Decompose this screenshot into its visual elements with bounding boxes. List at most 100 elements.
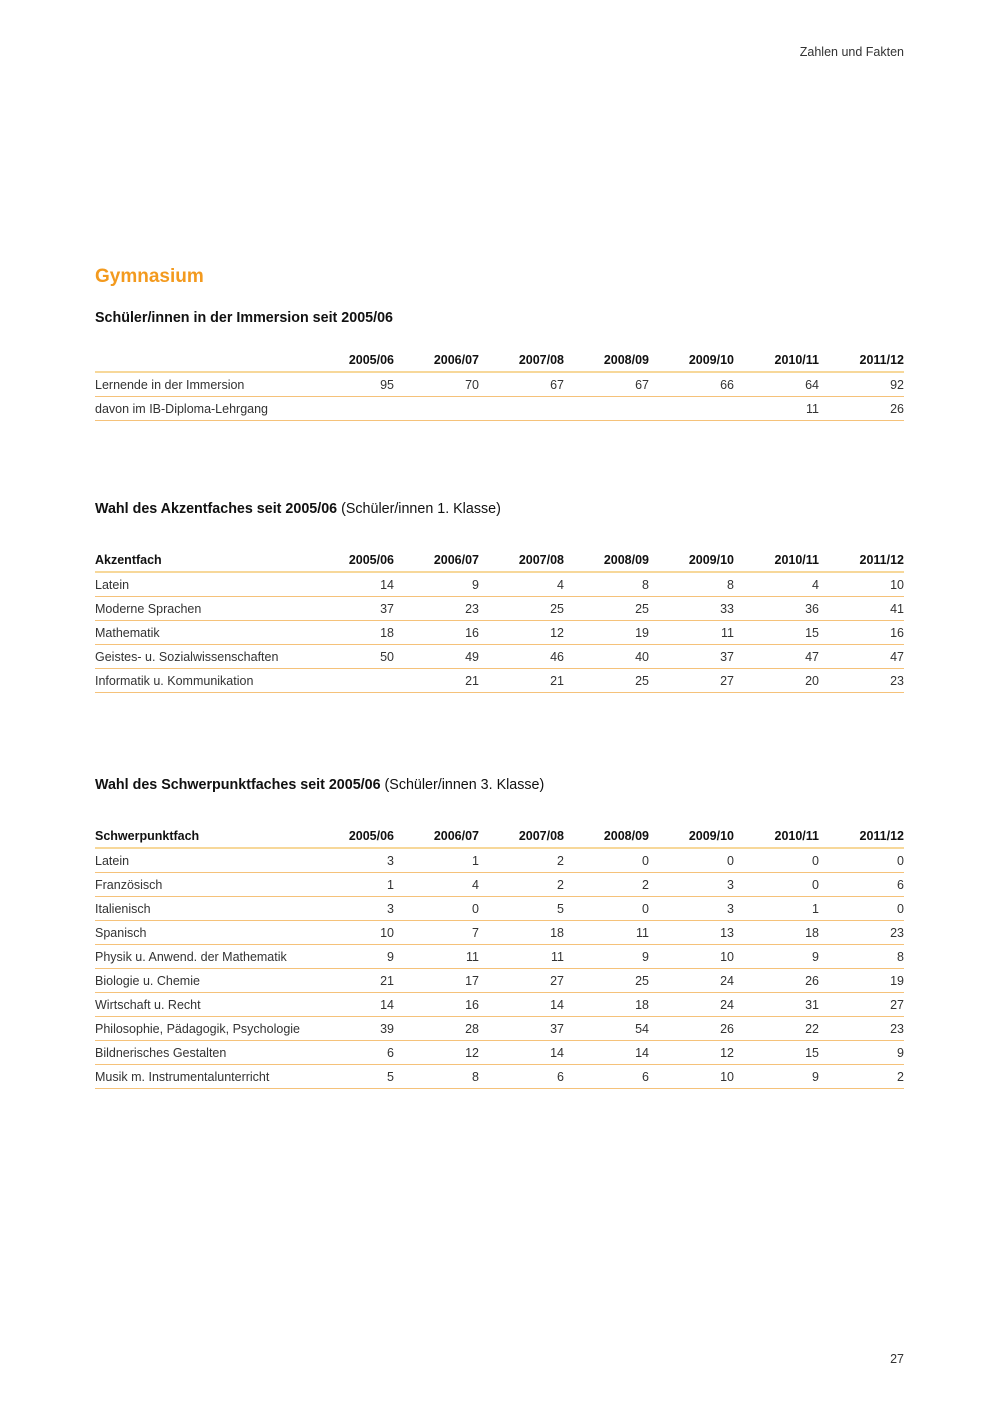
row-label: Philosophie, Pädagogik, Psychologie: [95, 1016, 309, 1041]
cell-value: 18: [479, 920, 564, 945]
column-header-year: 2010/11: [734, 348, 819, 373]
cell-value: 12: [649, 1040, 734, 1065]
cell-value: 37: [649, 644, 734, 669]
cell-value: 14: [309, 992, 394, 1017]
table-row: davon im IB-Diploma-Lehrgang 11 26: [95, 396, 904, 421]
cell-value: 16: [394, 620, 479, 645]
column-header-year: 2009/10: [649, 348, 734, 373]
cell-value: [309, 668, 394, 693]
row-label: Mathematik: [95, 620, 309, 645]
cell-value: 19: [819, 968, 904, 993]
cell-value: 26: [734, 968, 819, 993]
table-row: Musik m. Instrumentalunterricht 5 8 6 6 10 9 2: [95, 1064, 904, 1089]
column-header-label: [95, 348, 309, 373]
cell-value: 12: [394, 1040, 479, 1065]
cell-value: 14: [564, 1040, 649, 1065]
cell-value: 13: [649, 920, 734, 945]
cell-value: 23: [819, 920, 904, 945]
cell-value: 25: [564, 668, 649, 693]
cell-value: 21: [309, 968, 394, 993]
cell-value: 8: [649, 572, 734, 597]
cell-value: 7: [394, 920, 479, 945]
table-row: Wirtschaft u. Recht 14 16 14 18 24 31 27: [95, 992, 904, 1017]
row-label: Musik m. Instrumentalunterricht: [95, 1064, 309, 1089]
cell-value: 8: [394, 1064, 479, 1089]
cell-value: 25: [564, 968, 649, 993]
cell-value: 6: [479, 1064, 564, 1089]
cell-value: 36: [734, 596, 819, 621]
cell-value: 23: [394, 596, 479, 621]
cell-value: 92: [819, 372, 904, 397]
cell-value: 11: [649, 620, 734, 645]
column-header-year: 2008/09: [564, 548, 649, 573]
cell-value: 26: [649, 1016, 734, 1041]
cell-value: 27: [479, 968, 564, 993]
cell-value: 9: [309, 944, 394, 969]
cell-value: [479, 396, 564, 421]
column-header-year: 2008/09: [564, 348, 649, 373]
cell-value: 2: [819, 1064, 904, 1089]
cell-value: [564, 396, 649, 421]
row-label: Wirtschaft u. Recht: [95, 992, 309, 1017]
table-block-immersion: Schüler/innen in der Immersion seit 2005…: [95, 308, 904, 421]
cell-value: 1: [734, 896, 819, 921]
table-title: Schüler/innen in der Immersion seit 2005…: [95, 310, 393, 326]
header-row: Akzentfach 2005/06 2006/07 2007/08 2008/09 20…: [95, 548, 904, 573]
cell-value: 3: [649, 872, 734, 897]
column-header-year: 2010/11: [734, 824, 819, 849]
cell-value: 47: [734, 644, 819, 669]
row-label: Italienisch: [95, 896, 309, 921]
cell-value: 26: [819, 396, 904, 421]
cell-value: 14: [479, 1040, 564, 1065]
column-header-year: 2007/08: [479, 824, 564, 849]
table-block-schwerpunktfach: Wahl des Schwerpunktfaches seit 2005/06 …: [95, 775, 904, 1089]
cell-value: 9: [734, 944, 819, 969]
cell-value: 3: [309, 848, 394, 873]
table-row: Mathematik 18 16 12 19 11 15 16: [95, 620, 904, 645]
cell-value: 24: [649, 992, 734, 1017]
cell-value: 9: [734, 1064, 819, 1089]
cell-value: 50: [309, 644, 394, 669]
cell-value: 10: [309, 920, 394, 945]
column-header-year: 2011/12: [819, 348, 904, 373]
cell-value: 15: [734, 1040, 819, 1065]
cell-value: 0: [564, 848, 649, 873]
cell-value: 3: [649, 896, 734, 921]
table-row: Philosophie, Pädagogik, Psychologie 39 28 3…: [95, 1016, 904, 1041]
cell-value: 54: [564, 1016, 649, 1041]
cell-value: 41: [819, 596, 904, 621]
column-header-year: 2009/10: [649, 548, 734, 573]
cell-value: [309, 396, 394, 421]
cell-value: 27: [819, 992, 904, 1017]
cell-value: 95: [309, 372, 394, 397]
cell-value: 0: [564, 896, 649, 921]
table-row: Spanisch 10 7 18 11 13 18 23: [95, 920, 904, 945]
cell-value: 67: [564, 372, 649, 397]
cell-value: 27: [649, 668, 734, 693]
cell-value: 25: [564, 596, 649, 621]
table-row: Bildnerisches Gestalten 6 12 14 14 12 15 9: [95, 1040, 904, 1065]
cell-value: 49: [394, 644, 479, 669]
row-label: Moderne Sprachen: [95, 596, 309, 621]
cell-value: 47: [819, 644, 904, 669]
cell-value: 10: [649, 1064, 734, 1089]
cell-value: 18: [309, 620, 394, 645]
column-header-year: 2006/07: [394, 548, 479, 573]
cell-value: 70: [394, 372, 479, 397]
table-row: Informatik u. Kommunikation 21 21 25 27 20 23: [95, 668, 904, 693]
cell-value: 11: [479, 944, 564, 969]
cell-value: 9: [564, 944, 649, 969]
column-header-year: 2005/06: [309, 348, 394, 373]
data-table: 2005/06 2006/07 2007/08 2008/09 2009/10 2010/…: [95, 348, 904, 421]
cell-value: 16: [819, 620, 904, 645]
cell-value: 23: [819, 1016, 904, 1041]
cell-value: 21: [479, 668, 564, 693]
cell-value: 4: [394, 872, 479, 897]
cell-value: 15: [734, 620, 819, 645]
column-header-year: 2005/06: [309, 824, 394, 849]
cell-value: 23: [819, 668, 904, 693]
data-table: Akzentfach 2005/06 2006/07 2007/08 2008/09 20…: [95, 548, 904, 693]
cell-value: 31: [734, 992, 819, 1017]
column-header-year: 2006/07: [394, 348, 479, 373]
cell-value: 11: [734, 396, 819, 421]
